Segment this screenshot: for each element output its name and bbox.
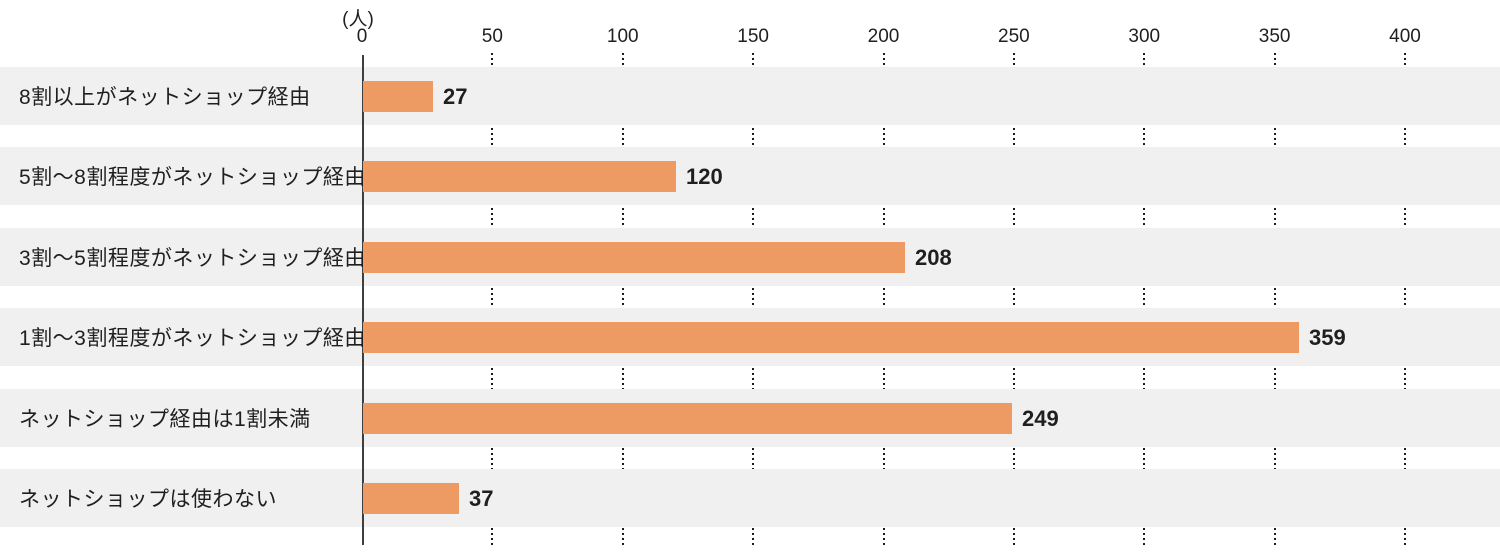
x-tick-label-50: 50 — [481, 26, 503, 47]
bar — [363, 161, 676, 192]
x-tick-label-350: 350 — [1258, 26, 1291, 47]
gridline-x-350 — [1273, 53, 1276, 545]
gridline-x-50 — [491, 53, 494, 545]
x-tick-label-250: 250 — [998, 26, 1030, 47]
gridline-x-400 — [1404, 53, 1406, 545]
category-label: ネットショップ経由は1割未満 — [19, 408, 311, 431]
x-tick-label-150: 150 — [737, 26, 769, 47]
row-stripe — [0, 147, 1500, 205]
bar — [363, 242, 905, 273]
category-label: 1割〜3割程度がネットショップ経由 — [19, 327, 366, 350]
value-label: 120 — [686, 163, 723, 189]
row-stripe — [0, 67, 1500, 125]
x-tick-label-400: 400 — [1389, 26, 1421, 47]
gridline-x-150 — [752, 53, 755, 545]
x-tick-label-300: 300 — [1128, 26, 1161, 47]
category-label: 5割〜8割程度がネットショップ経由 — [19, 166, 366, 189]
gridline-x-300 — [1143, 53, 1146, 545]
x-tick-label-0: 0 — [356, 26, 368, 47]
value-label: 208 — [915, 244, 952, 270]
axis-unit-label: (人) — [342, 9, 374, 30]
bar — [363, 403, 1012, 434]
gridline-x-100 — [621, 53, 624, 545]
gridline-x-250 — [1012, 53, 1015, 545]
x-tick-label-200: 200 — [867, 26, 900, 47]
category-label: 8割以上がネットショップ経由 — [19, 86, 311, 109]
category-label: ネットショップは使わない — [19, 488, 277, 511]
bar — [363, 81, 433, 112]
category-label: 3割〜5割程度がネットショップ経由 — [19, 247, 366, 270]
value-label: 249 — [1022, 405, 1059, 431]
value-label: 37 — [469, 485, 494, 511]
gridline-x-200 — [882, 53, 885, 545]
row-stripe — [0, 469, 1500, 527]
x-tick-label-100: 100 — [606, 26, 639, 47]
value-label: 27 — [443, 83, 468, 109]
bar — [363, 483, 459, 514]
bar — [363, 322, 1299, 353]
y-axis-line — [362, 55, 364, 545]
value-label: 359 — [1309, 324, 1346, 350]
